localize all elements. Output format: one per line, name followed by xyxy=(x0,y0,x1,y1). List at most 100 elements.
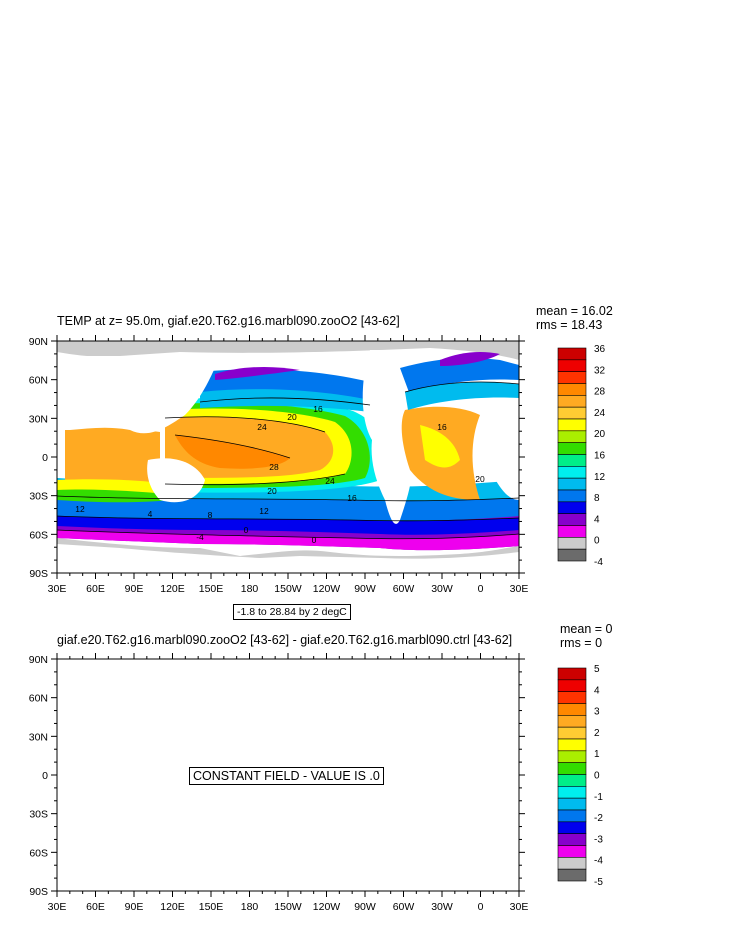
colorbar-label: -5 xyxy=(594,877,603,888)
lon-label: 60E xyxy=(86,901,105,913)
land-asia xyxy=(57,356,220,434)
colorbar-swatch xyxy=(557,868,587,882)
lon-label: 90W xyxy=(354,583,376,595)
contour-label: 12 xyxy=(259,506,269,516)
lon-label: 120W xyxy=(313,901,341,913)
panel1-title: TEMP at z= 95.0m, giaf.e20.T62.g16.marbl… xyxy=(57,314,400,328)
colorbar-label: -3 xyxy=(594,834,603,845)
land-north xyxy=(57,341,519,360)
colorbar-swatch xyxy=(557,406,587,420)
colorbar-swatch xyxy=(557,548,587,562)
contour-label: 16 xyxy=(347,493,357,503)
lat-label: 60N xyxy=(29,375,48,387)
lon-label: 120E xyxy=(160,901,185,913)
lon-label: 90W xyxy=(354,901,376,913)
colorbar-swatch xyxy=(557,347,587,361)
colorbar-label: 32 xyxy=(594,365,606,376)
colorbar-swatch xyxy=(557,501,587,514)
colorbar-label: 36 xyxy=(594,344,606,355)
lat-label: 0 xyxy=(42,770,48,782)
land-americas xyxy=(362,350,412,524)
panel1-mean: mean = 16.02 xyxy=(536,304,613,318)
colorbar-label: 0 xyxy=(594,771,600,782)
npacific-purple xyxy=(215,366,300,380)
colorbar-swatch xyxy=(557,679,587,692)
lat-label: 90S xyxy=(29,568,48,580)
panel2-colorbar: 5 4 3 2 1 0 -1 -2 -3 -4 -5 xyxy=(557,664,603,888)
lon-label: 150E xyxy=(199,583,224,595)
panel2-rms: rms = 0 xyxy=(560,636,603,650)
colorbar-swatch xyxy=(557,715,587,728)
colorbar-label: 4 xyxy=(594,514,600,525)
lat-label: 60S xyxy=(29,529,48,541)
lon-label: 0 xyxy=(478,583,484,595)
natlantic-cyan xyxy=(405,382,519,410)
colorbar-swatch xyxy=(557,786,587,799)
contour-label: 0 xyxy=(244,525,249,535)
panel1-contour-note: -1.8 to 28.84 by 2 degC xyxy=(233,604,351,620)
contour-label: 28 xyxy=(269,462,279,472)
colorbar-swatch xyxy=(557,383,587,396)
colorbar-label: 5 xyxy=(594,664,600,675)
colorbar-swatch xyxy=(557,537,587,550)
band-magenta xyxy=(57,530,519,551)
colorbar-swatch xyxy=(557,513,587,526)
lat-label: 0 xyxy=(42,452,48,464)
lon-label: 30E xyxy=(48,901,67,913)
lat-label: 30S xyxy=(29,809,48,821)
lon-label: 150W xyxy=(274,583,302,595)
colorbar-label: 24 xyxy=(594,408,606,419)
contour-label: 16 xyxy=(437,422,447,432)
colorbar-swatch xyxy=(557,466,587,479)
lon-label: 180 xyxy=(241,901,259,913)
colorbar-label: 3 xyxy=(594,707,600,718)
colorbar-swatch xyxy=(557,738,587,752)
colorbar-swatch xyxy=(557,371,587,384)
colorbar-swatch xyxy=(557,726,587,740)
panel1-colorbar: 36 32 28 24 20 16 12 8 4 0 -4 xyxy=(557,344,606,568)
lon-label: 60W xyxy=(393,583,415,595)
lon-label: 0 xyxy=(478,901,484,913)
lon-label: 120W xyxy=(313,583,341,595)
indian-green xyxy=(57,489,170,503)
contour-label: 4 xyxy=(148,509,153,519)
colorbar-swatch xyxy=(557,774,587,787)
band-cold2 xyxy=(57,516,519,535)
colorbar-swatch xyxy=(557,359,587,372)
lat-label: 90N xyxy=(29,654,48,666)
colorbar-label: 12 xyxy=(594,472,606,483)
colorbar-swatch xyxy=(557,703,587,716)
colorbar-swatch xyxy=(557,691,587,704)
lon-label: 90E xyxy=(125,901,144,913)
land-africa xyxy=(473,400,519,500)
colorbar-swatch xyxy=(557,442,587,455)
colorbar-label: -1 xyxy=(594,792,603,803)
panel1-contour-labels: 24 20 16 28 24 20 16 12 8 4 0 0 -4 12 20 16 xyxy=(75,404,485,545)
colorbar-swatch xyxy=(557,525,587,538)
lon-label: 120E xyxy=(160,583,185,595)
colorbar-swatch xyxy=(557,845,587,858)
contour-label: 0 xyxy=(312,535,317,545)
colorbar-label: -4 xyxy=(594,856,603,867)
colorbar-swatch xyxy=(557,454,587,467)
colorbar-swatch xyxy=(557,667,587,681)
lon-label: 30E xyxy=(510,583,529,595)
lon-label: 90E xyxy=(125,583,144,595)
colorbar-label: -2 xyxy=(594,813,603,824)
colorbar-swatch xyxy=(557,809,587,823)
lon-label: 150W xyxy=(274,901,302,913)
contour-label: 20 xyxy=(267,486,277,496)
contour-label: -4 xyxy=(196,532,204,542)
colorbar-label: 2 xyxy=(594,728,600,739)
land-australia xyxy=(147,458,205,503)
colorbar-label: -4 xyxy=(594,557,603,568)
lon-label: 30E xyxy=(48,583,67,595)
lat-label: 30S xyxy=(29,491,48,503)
colorbar-swatch xyxy=(557,477,587,491)
lon-label: 60E xyxy=(86,583,105,595)
colorbar-swatch xyxy=(557,797,587,811)
lat-label: 30N xyxy=(29,413,48,425)
contour-label: 24 xyxy=(325,476,335,486)
lon-label: 30W xyxy=(431,583,453,595)
